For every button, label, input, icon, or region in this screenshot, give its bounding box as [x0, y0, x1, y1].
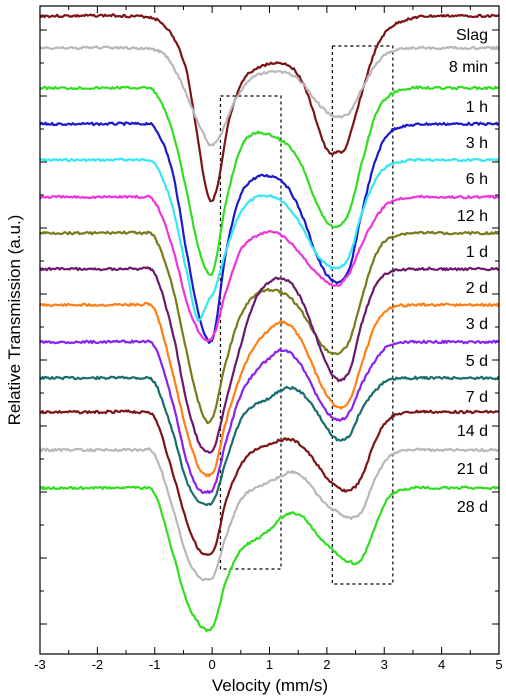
spectrum-line-3-d — [39, 301, 500, 478]
series-label-12-h: 12 h — [457, 208, 488, 225]
spectrum-line-3-h — [39, 121, 500, 344]
series-label-1-h: 1 h — [466, 99, 488, 116]
spectrum-line-1-d — [39, 230, 500, 425]
series-label-3-d: 3 d — [466, 316, 488, 333]
spectrum-line-2-d — [39, 266, 500, 454]
x-axis-label: Velocity (mm/s) — [212, 676, 328, 695]
dashed-highlight-boxes — [219, 45, 394, 585]
x-axis-ticks: -3 -2 -1 0 1 2 3 4 5 — [34, 6, 503, 672]
x-tick-label: 5 — [495, 657, 502, 672]
series-labels: Slag 8 min 1 h 3 h 6 h 12 h 1 d 2 d 3 d 5 d 7 d 14 … — [449, 27, 488, 516]
dashed-box-2 — [331, 45, 394, 585]
spectrum-line-28-d — [39, 485, 500, 633]
y-axis-label: Relative Transmission (a.u.) — [5, 215, 24, 426]
spectrum-line-7-d — [39, 375, 500, 507]
spectrum-line-14-d — [39, 409, 500, 556]
spectrum-line-1-h — [39, 85, 500, 277]
spectrum-line-6-h — [39, 157, 500, 322]
spectrum-line-Slag — [39, 13, 500, 203]
x-tick-label: 4 — [438, 657, 445, 672]
spectrum-line-8-min — [39, 45, 500, 147]
series-label-7-d: 7 d — [466, 389, 488, 406]
spectrum-line-5-d — [39, 339, 500, 494]
x-tick-label: 0 — [209, 657, 216, 672]
series-label-5-d: 5 d — [466, 353, 488, 370]
x-tick-label: 1 — [266, 657, 273, 672]
series-label-1-d: 1 d — [466, 244, 488, 261]
y-axis-ticks — [40, 29, 499, 625]
x-tick-label: 2 — [323, 657, 330, 672]
x-tick-label: -1 — [149, 657, 161, 672]
x-tick-label: 3 — [381, 657, 388, 672]
dashed-box-1 — [219, 95, 282, 570]
x-tick-label: -2 — [92, 657, 104, 672]
series-label-6-h: 6 h — [466, 171, 488, 188]
series-label-2-d: 2 d — [466, 280, 488, 297]
series-label-8-min: 8 min — [449, 59, 488, 76]
series-label-21-d: 21 d — [457, 461, 488, 478]
spectrum-line-21-d — [39, 447, 500, 582]
series-label-28-d: 28 d — [457, 499, 488, 516]
series-label-Slag: Slag — [456, 27, 488, 44]
spectra-curves — [39, 13, 500, 633]
x-tick-label: -3 — [34, 657, 46, 672]
spectrum-line-12-h — [39, 194, 500, 343]
series-label-3-h: 3 h — [466, 135, 488, 152]
series-label-14-d: 14 d — [457, 423, 488, 440]
